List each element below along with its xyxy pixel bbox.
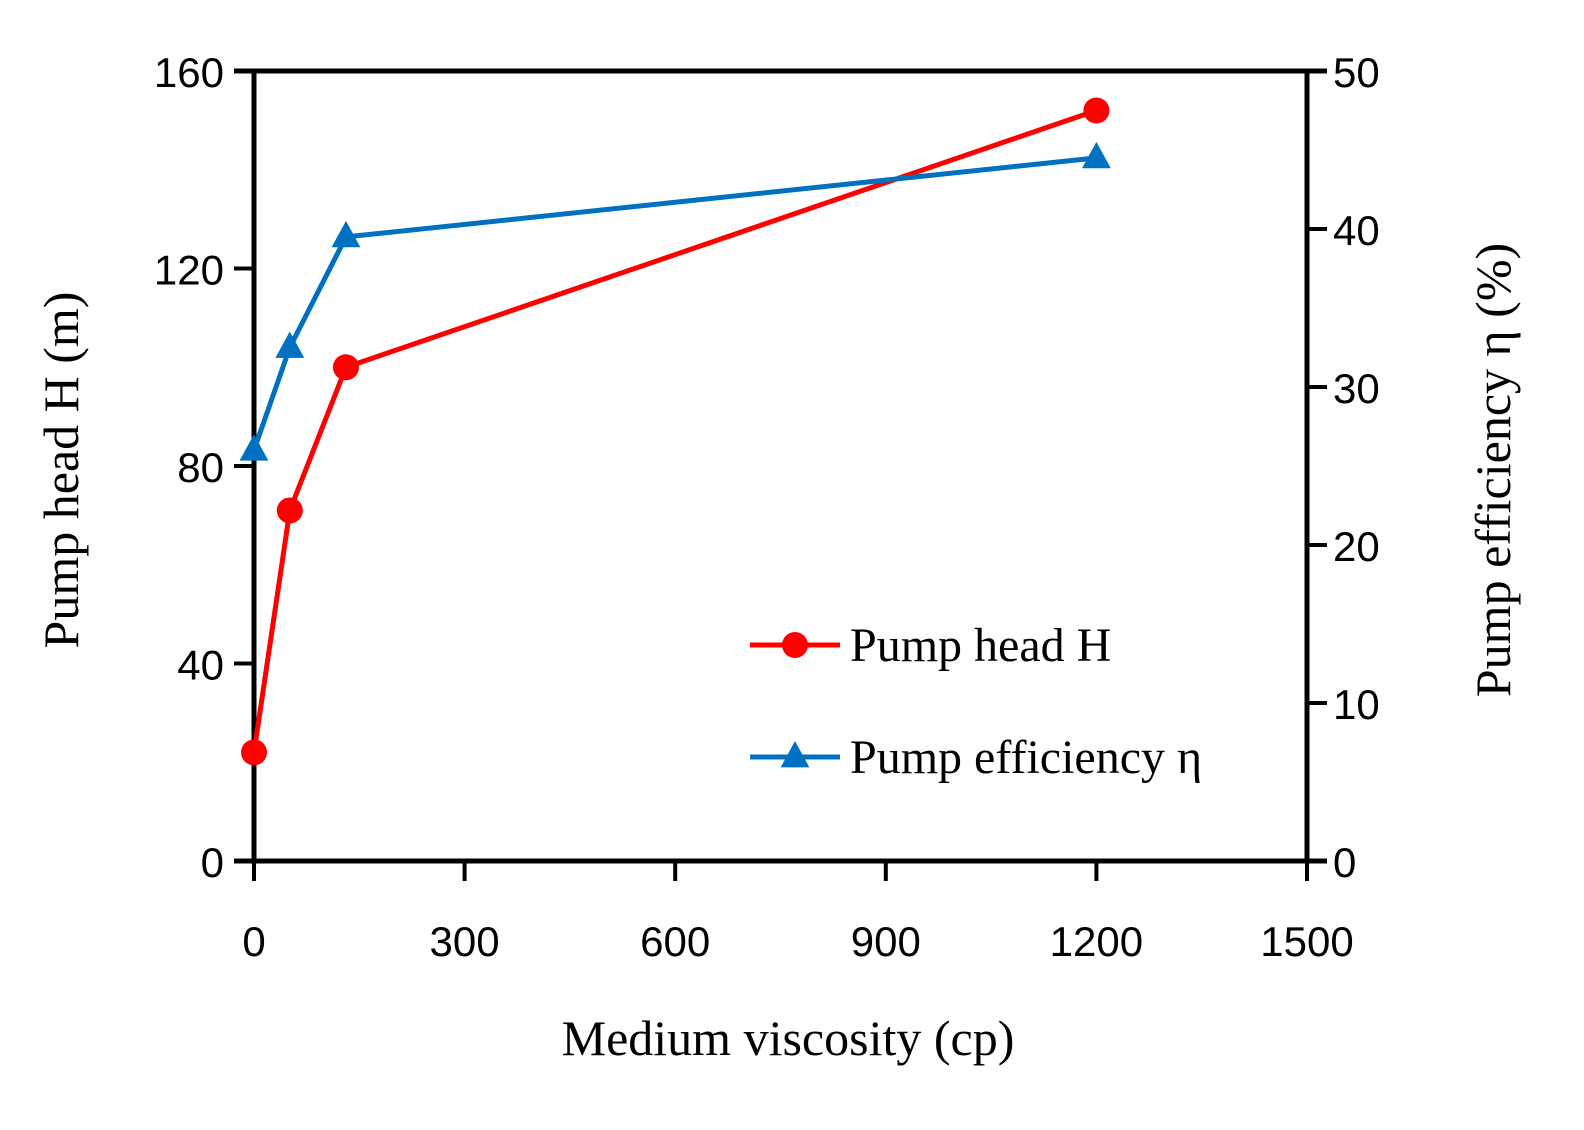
data-point <box>332 354 359 381</box>
data-point <box>331 220 361 248</box>
series-layer <box>239 97 1111 766</box>
legend-label: Pump head H <box>850 619 1111 672</box>
data-point <box>241 739 267 766</box>
data-point <box>239 434 269 461</box>
y2-tick-label: 0 <box>1333 839 1356 886</box>
x-tick-label: 300 <box>430 918 500 965</box>
y2-tick-label: 50 <box>1333 49 1380 96</box>
y-tick-label: 0 <box>201 839 224 886</box>
legend-marker <box>782 632 808 658</box>
y2-axis-title: Pump efficiency η (%) <box>1465 243 1521 697</box>
x-tick-label: 0 <box>242 918 265 965</box>
x-tick-label: 1500 <box>1260 918 1353 965</box>
legend: Pump head H Pump efficiency η <box>750 619 1202 784</box>
y2-tick-label: 10 <box>1333 681 1380 728</box>
series-line <box>251 108 1098 753</box>
y-axis-title: Pump head H (m) <box>33 292 89 649</box>
y2-tick-label: 30 <box>1333 365 1380 412</box>
legend-label: Pump efficiency η <box>850 731 1202 784</box>
data-point <box>1083 97 1110 124</box>
y2-tick-label: 20 <box>1333 523 1380 570</box>
series-line <box>251 155 1097 452</box>
x-tick-label: 1200 <box>1050 918 1143 965</box>
y2-tick-label: 40 <box>1333 207 1380 254</box>
x-axis-title: Medium viscosity (cp) <box>562 1010 1015 1066</box>
x-tick-label: 900 <box>851 918 921 965</box>
data-point <box>276 497 303 524</box>
x-tick-label: 600 <box>640 918 710 965</box>
y-tick-label: 120 <box>154 247 224 294</box>
y-tick-label: 80 <box>177 444 224 491</box>
data-point <box>275 331 305 358</box>
y-tick-label: 40 <box>177 642 224 689</box>
y-tick-label: 160 <box>154 49 224 96</box>
axes: 0 300 600 900 1200 1500 0 40 80 120 160 0 10 20 30 40 50 <box>154 49 1380 965</box>
legend-marker <box>780 741 810 768</box>
data-point <box>1082 141 1111 169</box>
